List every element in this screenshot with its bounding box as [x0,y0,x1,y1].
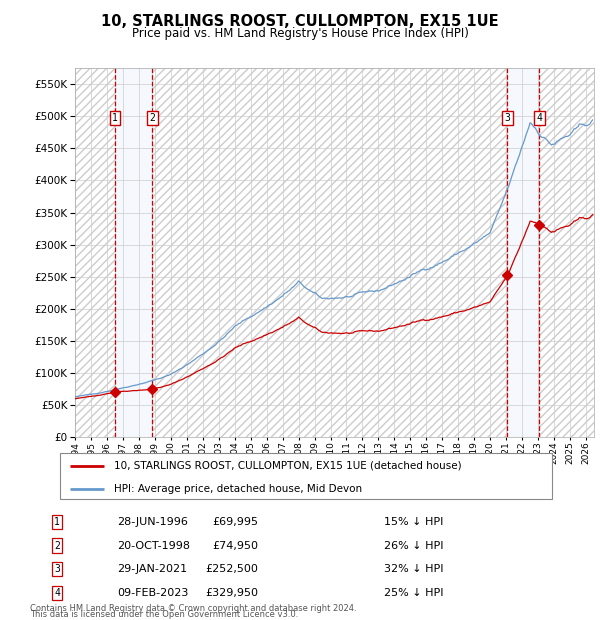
Text: 10, STARLINGS ROOST, CULLOMPTON, EX15 1UE (detached house): 10, STARLINGS ROOST, CULLOMPTON, EX15 1U… [114,461,462,471]
Bar [152,68,508,437]
Text: 28-JUN-1996: 28-JUN-1996 [117,517,188,527]
Text: 2: 2 [54,541,60,551]
Text: 2: 2 [149,113,155,123]
Text: 1: 1 [112,113,118,123]
Text: 29-JAN-2021: 29-JAN-2021 [117,564,187,574]
Bar [508,68,539,437]
Text: 3: 3 [54,564,60,574]
Text: 15% ↓ HPI: 15% ↓ HPI [384,517,443,527]
Text: This data is licensed under the Open Government Licence v3.0.: This data is licensed under the Open Gov… [30,610,298,619]
Text: £74,950: £74,950 [212,541,258,551]
Text: 32% ↓ HPI: 32% ↓ HPI [384,564,443,574]
Text: 09-FEB-2023: 09-FEB-2023 [117,588,188,598]
Bar [75,68,115,437]
Text: 4: 4 [54,588,60,598]
Text: 4: 4 [536,113,542,123]
Text: 1: 1 [54,517,60,527]
Text: HPI: Average price, detached house, Mid Devon: HPI: Average price, detached house, Mid … [114,484,362,494]
FancyBboxPatch shape [60,453,552,499]
Text: £329,950: £329,950 [205,588,258,598]
Text: £252,500: £252,500 [205,564,258,574]
Text: 3: 3 [505,113,511,123]
Text: £69,995: £69,995 [212,517,258,527]
Text: 25% ↓ HPI: 25% ↓ HPI [384,588,443,598]
Bar [115,68,152,437]
Text: Price paid vs. HM Land Registry's House Price Index (HPI): Price paid vs. HM Land Registry's House … [131,27,469,40]
Text: Contains HM Land Registry data © Crown copyright and database right 2024.: Contains HM Land Registry data © Crown c… [30,603,356,613]
Bar [539,68,594,437]
Text: 10, STARLINGS ROOST, CULLOMPTON, EX15 1UE: 10, STARLINGS ROOST, CULLOMPTON, EX15 1U… [101,14,499,29]
Text: 26% ↓ HPI: 26% ↓ HPI [384,541,443,551]
Text: 20-OCT-1998: 20-OCT-1998 [117,541,190,551]
